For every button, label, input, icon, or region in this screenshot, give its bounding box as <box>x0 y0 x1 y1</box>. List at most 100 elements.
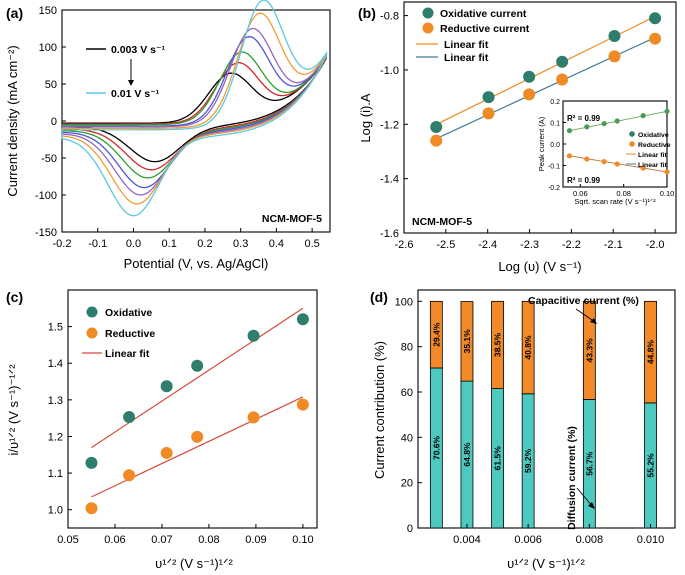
x-tick-label: -0.2 <box>53 238 72 250</box>
x-tick-label: -2.3 <box>520 239 539 251</box>
panel-c-x-ticks: 0.05 0.06 0.07 0.08 0.09 0.10 <box>57 524 314 546</box>
inset-y-tick-label: 0.0 <box>550 142 560 149</box>
cv-curve <box>61 0 328 217</box>
x-tick-label: 0.008 <box>576 534 604 546</box>
x-tick-label: -2.6 <box>395 239 414 251</box>
inset-legend-reductive-label: Reductive <box>638 142 671 149</box>
inset-point <box>566 128 573 134</box>
legend-oxidative-marker <box>422 7 434 19</box>
inset-r2-top: R² = 0.99 <box>567 114 601 123</box>
x-tick-label: 0.10 <box>292 534 313 546</box>
x-tick-label: 0.4 <box>269 238 284 250</box>
cv-curve <box>61 36 328 189</box>
y-tick-label: -1.6 <box>380 228 399 240</box>
x-tick-label: 0.5 <box>304 238 319 250</box>
panel-b-y-axis-label: Log (i).A <box>358 93 373 142</box>
panel-a-y-axis-label: Current density (mA cm⁻²) <box>5 45 20 196</box>
x-tick-label: 0.3 <box>233 238 248 250</box>
y-tick-label: -150 <box>35 227 57 239</box>
panel-c-label: (c) <box>6 289 23 305</box>
y-tick-label: -1.4 <box>380 174 399 186</box>
y-tick-label: -1.0 <box>380 65 399 77</box>
x-tick-label: 0.06 <box>104 534 125 546</box>
inset-legend: Oxidative Reductive Linear fit Linear fi… <box>626 131 671 169</box>
scan-rate-label-top: 0.003 V s⁻¹ <box>111 44 165 56</box>
y-tick-label: 0 <box>407 523 413 535</box>
panel-b-x-axis-label: Log (υ) (V s⁻¹) <box>498 259 581 274</box>
oxidative-point <box>482 91 495 104</box>
capacitive-bar <box>460 301 474 382</box>
inset-points <box>566 108 670 175</box>
scan-rate-arrow-head <box>128 80 134 86</box>
panel-c-points <box>85 313 309 515</box>
diffusion-value-label: 70.6% <box>431 435 441 460</box>
panel-d-x-ticks: 0.004 0.006 0.008 0.010 <box>453 524 664 546</box>
panel-a-label: (a) <box>6 5 23 21</box>
reductive-point <box>556 73 569 86</box>
y-tick-label: 20 <box>401 478 413 490</box>
legend-reductive-label: Reductive current <box>440 23 530 35</box>
panel-c: (c) 0.05 0.06 0.07 0.08 0.09 0.10 1.01.11.21.… <box>6 289 318 571</box>
inset-legend-oxidative-marker <box>629 131 635 137</box>
y-tick-label: -0.8 <box>380 11 399 23</box>
capacitive-value-label: 43.3% <box>584 338 594 363</box>
inset-x-tick-label: 0.08 <box>616 189 631 198</box>
inset-y-tick-label: 0.1 <box>550 121 560 128</box>
inset-y-ticks: -0.2 -0.1 0.0 0.1 0.2 <box>548 99 566 192</box>
reductive-point <box>85 502 98 515</box>
inset-r2-bottom: R² = 0.99 <box>567 176 601 185</box>
legend-oxidative-label: Oxidative current <box>440 8 527 20</box>
diffusion-value-label: 59.2% <box>523 448 533 473</box>
inset-x-tick-label: 0.06 <box>573 189 588 198</box>
panel-b-x-ticks: -2.6 -2.5 -2.4 -2.3 -2.2 -2.1 -2.0 <box>395 229 665 251</box>
legend-c-oxidative-marker <box>86 306 98 318</box>
x-tick-label: -2.4 <box>478 239 497 251</box>
x-tick-label: 0.010 <box>637 534 665 546</box>
oxidative-point <box>85 456 98 469</box>
inset-legend-fit-teal-label: Linear fit <box>638 162 667 169</box>
panel-a-x-ticks: -0.2 -0.1 0.0 0.1 0.2 0.3 0.4 0.5 <box>53 228 320 250</box>
reductive-point <box>160 446 173 459</box>
y-tick-label: 0 <box>51 116 57 128</box>
inset-point <box>640 165 646 171</box>
y-tick-label: 1.4 <box>48 358 63 370</box>
y-tick-label: -1.2 <box>380 119 399 131</box>
legend-reductive-marker <box>422 22 434 34</box>
reductive-point <box>296 398 309 411</box>
oxidative-point <box>608 29 621 42</box>
oxidative-point <box>123 411 136 424</box>
panel-d-plot-frame <box>417 289 676 529</box>
inset-point <box>584 124 590 130</box>
panel-c-legend: Oxidative Reductive Linear fit <box>82 306 155 360</box>
inset-point <box>664 108 670 114</box>
panel-b-plot-frame <box>403 1 677 234</box>
cv-curves <box>61 0 328 217</box>
x-tick-label: -2.5 <box>436 239 455 251</box>
inset-point <box>566 153 573 159</box>
y-tick-label: 150 <box>39 5 57 17</box>
panel-b-inset: 0.06 0.08 0.10 -0.2 -0.1 0.0 0.1 0.2 Sqrt. sca… <box>536 97 674 206</box>
diffusion-annotation-arrow-head <box>588 502 595 509</box>
y-tick-label: 1.3 <box>48 395 63 407</box>
inset-y-tick-label: -0.2 <box>548 185 560 192</box>
legend-c-reductive-marker <box>86 327 98 339</box>
reductive-point <box>482 107 495 120</box>
capacitive-value-label: 40.8% <box>523 335 533 360</box>
legend-c-oxidative-label: Oxidative <box>105 307 152 319</box>
panel-d-y-axis-label: Current contribution (%) <box>372 341 387 479</box>
diffusion-value-label: 55.2% <box>646 453 656 478</box>
x-tick-label: -2.0 <box>646 239 665 251</box>
inset-background <box>536 97 671 196</box>
x-tick-label: 0.09 <box>245 534 266 546</box>
y-tick-label: 1.2 <box>48 431 63 443</box>
panel-c-y-ticks: 1.0 1.1 1.2 1.3 1.4 1.5 <box>48 322 72 517</box>
inset-y-tick-label: 0.2 <box>550 99 560 106</box>
diffusion-value-label: 61.5% <box>493 446 503 471</box>
x-tick-label: 0.004 <box>453 534 481 546</box>
panel-d: (d) 70.6% 29.4% 64.8% 35.1% 61.5% 38.5% 59.2% 4… <box>370 289 676 571</box>
panel-b-legend: Oxidative current Reductive current Line… <box>416 7 530 64</box>
y-tick-label: 80 <box>401 342 413 354</box>
panel-b: (b) -2.6 -2.5 -2.4 -2.3 -2.2 -2.1 -2.0 -1.6-1.… <box>358 1 677 274</box>
oxidative-point <box>523 70 536 83</box>
